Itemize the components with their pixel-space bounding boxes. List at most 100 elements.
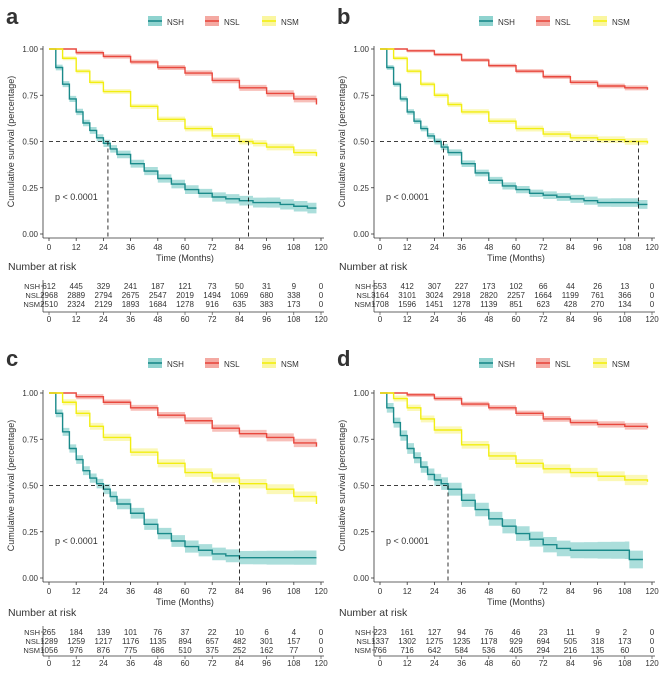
series-group bbox=[380, 48, 649, 209]
risk-cell: 0 bbox=[650, 637, 655, 646]
risk-cell: 0 bbox=[319, 291, 324, 300]
legend-text: NSM bbox=[281, 360, 299, 369]
legend-item-nsl: NSL bbox=[205, 16, 240, 27]
risk-cell: 1135 bbox=[149, 637, 167, 646]
survival-line-nsh bbox=[49, 48, 317, 209]
x-tick-label: 24 bbox=[99, 587, 108, 596]
risk-cell: 135 bbox=[591, 646, 605, 655]
risk-cell: 775 bbox=[124, 646, 138, 655]
series-group bbox=[49, 48, 318, 214]
risk-cell: 657 bbox=[206, 637, 220, 646]
risk-x-tick-label: 72 bbox=[208, 315, 217, 324]
legend-item-nsm: NSM bbox=[262, 16, 299, 27]
survival-line-nsh bbox=[380, 48, 648, 206]
risk-x-tick-label: 108 bbox=[618, 315, 632, 324]
risk-cell: 2 bbox=[623, 628, 628, 637]
legend-item-nsl: NSL bbox=[205, 358, 240, 369]
survival-line-nsl bbox=[380, 392, 649, 429]
risk-cell: 1278 bbox=[453, 300, 471, 309]
risk-cell: 60 bbox=[620, 646, 629, 655]
risk-cell: 223 bbox=[373, 628, 387, 637]
risk-x-tick-label: 72 bbox=[539, 659, 548, 668]
risk-x-tick-label: 0 bbox=[378, 315, 383, 324]
risk-x-tick-label: 36 bbox=[126, 315, 135, 324]
risk-x-tick-label: 108 bbox=[287, 659, 301, 668]
risk-cell: 1289 bbox=[40, 637, 58, 646]
y-tick-label: 1.00 bbox=[22, 389, 38, 398]
risk-row-label-nsm: NSM bbox=[354, 300, 371, 309]
risk-cell: 1176 bbox=[122, 637, 140, 646]
x-tick-label: 36 bbox=[457, 243, 466, 252]
y-tick-label: 0.50 bbox=[353, 138, 369, 147]
panel-label: a bbox=[6, 4, 19, 29]
risk-cell: 694 bbox=[537, 637, 551, 646]
x-tick-label: 120 bbox=[314, 587, 328, 596]
x-tick-label: 84 bbox=[235, 243, 244, 252]
legend-text: NSL bbox=[555, 18, 571, 27]
x-tick-label: 72 bbox=[539, 587, 548, 596]
risk-x-tick-label: 96 bbox=[593, 315, 602, 324]
risk-cell: 642 bbox=[428, 646, 442, 655]
risk-table-title: Number at risk bbox=[339, 607, 408, 619]
risk-cell: 161 bbox=[401, 628, 415, 637]
risk-cell: 121 bbox=[178, 282, 192, 291]
x-tick-label: 84 bbox=[566, 243, 575, 252]
x-tick-label: 0 bbox=[378, 243, 383, 252]
risk-x-tick-label: 48 bbox=[484, 315, 493, 324]
risk-x-tick-label: 96 bbox=[262, 659, 271, 668]
legend-text: NSH bbox=[167, 18, 184, 27]
risk-x-tick-label: 108 bbox=[618, 659, 632, 668]
risk-cell: 0 bbox=[319, 300, 324, 309]
risk-x-tick-label: 24 bbox=[430, 315, 439, 324]
risk-cell: 338 bbox=[287, 291, 301, 300]
x-tick-label: 12 bbox=[72, 243, 81, 252]
risk-cell: 173 bbox=[482, 282, 496, 291]
risk-cell: 216 bbox=[564, 646, 578, 655]
risk-cell: 553 bbox=[373, 282, 387, 291]
axes: 0.00 0.25 0.50 0.75 1.00 0 12 24 36 48 60 72 84 96 108… bbox=[6, 389, 328, 607]
risk-x-tick-label: 120 bbox=[645, 659, 659, 668]
risk-cell: 94 bbox=[457, 628, 466, 637]
x-tick-label: 84 bbox=[235, 587, 244, 596]
risk-cell: 13 bbox=[620, 282, 629, 291]
risk-x-tick-label: 12 bbox=[403, 315, 412, 324]
axes: 0.00 0.25 0.50 0.75 1.00 0 12 24 36 48 60 72 84 96 108… bbox=[337, 389, 659, 607]
panel-label: c bbox=[6, 346, 18, 371]
risk-cell: 1056 bbox=[40, 646, 58, 655]
risk-cell: 2324 bbox=[67, 300, 85, 309]
risk-cell: 584 bbox=[455, 646, 469, 655]
risk-cell: 1893 bbox=[122, 300, 140, 309]
risk-row-label-nsh: NSH bbox=[355, 282, 371, 291]
risk-x-tick-label: 60 bbox=[181, 659, 190, 668]
risk-cell: 6 bbox=[264, 628, 269, 637]
risk-cell: 0 bbox=[319, 637, 324, 646]
y-tick-label: 0.00 bbox=[353, 574, 369, 583]
x-tick-label: 60 bbox=[181, 587, 190, 596]
p-value: p < 0.0001 bbox=[386, 192, 429, 202]
risk-cell: 73 bbox=[208, 282, 217, 291]
median-lines bbox=[380, 485, 449, 582]
x-tick-label: 24 bbox=[99, 243, 108, 252]
x-tick-label: 96 bbox=[593, 243, 602, 252]
x-tick-label: 96 bbox=[262, 587, 271, 596]
risk-x-tick-label: 24 bbox=[99, 659, 108, 668]
risk-x-tick-label: 120 bbox=[314, 315, 328, 324]
risk-cell: 102 bbox=[509, 282, 523, 291]
risk-cell: 4 bbox=[292, 628, 297, 637]
risk-x-tick-label: 96 bbox=[593, 659, 602, 668]
risk-cell: 536 bbox=[482, 646, 496, 655]
ci-band-nsm bbox=[380, 49, 648, 147]
series-group bbox=[49, 392, 318, 565]
y-tick-label: 0.25 bbox=[22, 184, 38, 193]
y-tick-label: 0.00 bbox=[22, 574, 38, 583]
x-tick-label: 60 bbox=[512, 243, 521, 252]
survival-line-nsm bbox=[49, 48, 318, 157]
risk-cell: 2257 bbox=[507, 291, 525, 300]
risk-cell: 11 bbox=[566, 628, 575, 637]
x-tick-label: 60 bbox=[512, 587, 521, 596]
risk-cell: 318 bbox=[591, 637, 605, 646]
risk-table: Number at risk NSH 553 412 307 227 173 102 66 44 2… bbox=[339, 261, 659, 324]
